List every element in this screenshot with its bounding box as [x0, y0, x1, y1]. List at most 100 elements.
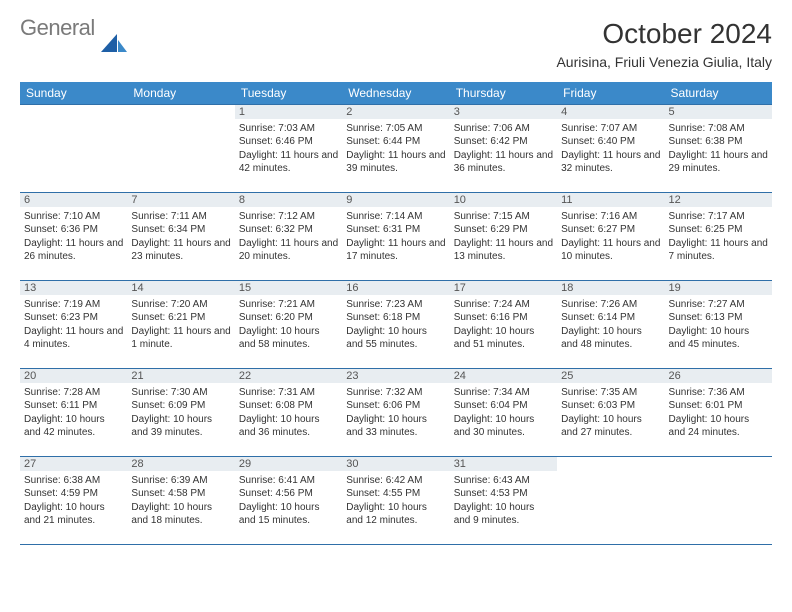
daylight-line: Daylight: 11 hours and 1 minute. [131, 325, 230, 352]
daylight-line: Daylight: 10 hours and 51 minutes. [454, 325, 553, 352]
day-number: 31 [450, 457, 557, 471]
daylight-line: Daylight: 11 hours and 42 minutes. [239, 149, 338, 176]
sunrise-line: Sunrise: 6:41 AM [239, 474, 338, 488]
sunrise-line: Sunrise: 7:36 AM [669, 386, 768, 400]
sunset-line: Sunset: 6:36 PM [24, 223, 123, 237]
daylight-line: Daylight: 11 hours and 26 minutes. [24, 237, 123, 264]
sunrise-line: Sunrise: 7:11 AM [131, 210, 230, 224]
sunset-line: Sunset: 6:14 PM [561, 311, 660, 325]
sunset-line: Sunset: 6:25 PM [669, 223, 768, 237]
sunrise-line: Sunrise: 7:35 AM [561, 386, 660, 400]
day-number: 22 [235, 369, 342, 383]
calendar-day-cell: 7Sunrise: 7:11 AMSunset: 6:34 PMDaylight… [127, 192, 234, 280]
day-info: Sunrise: 6:43 AMSunset: 4:53 PMDaylight:… [454, 474, 553, 528]
brand-logo: General Blue [20, 18, 127, 76]
sunrise-line: Sunrise: 6:43 AM [454, 474, 553, 488]
calendar-table: Sunday Monday Tuesday Wednesday Thursday… [20, 82, 772, 545]
day-number: 23 [342, 369, 449, 383]
day-info: Sunrise: 7:32 AMSunset: 6:06 PMDaylight:… [346, 386, 445, 440]
sunrise-line: Sunrise: 7:30 AM [131, 386, 230, 400]
day-info: Sunrise: 6:38 AMSunset: 4:59 PMDaylight:… [24, 474, 123, 528]
day-info: Sunrise: 7:24 AMSunset: 6:16 PMDaylight:… [454, 298, 553, 352]
sunrise-line: Sunrise: 7:06 AM [454, 122, 553, 136]
calendar-week-row: 13Sunrise: 7:19 AMSunset: 6:23 PMDayligh… [20, 280, 772, 368]
daylight-line: Daylight: 11 hours and 10 minutes. [561, 237, 660, 264]
month-title: October 2024 [556, 18, 772, 50]
calendar-day-cell: 1 Sunrise: 7:03 AMSunset: 6:46 PMDaylight… [235, 104, 342, 192]
calendar-week-row: 20Sunrise: 7:28 AMSunset: 6:11 PMDayligh… [20, 368, 772, 456]
daylight-line: Daylight: 10 hours and 9 minutes. [454, 501, 553, 528]
sunset-line: Sunset: 6:21 PM [131, 311, 230, 325]
day-info: Sunrise: 7:03 AMSunset: 6:46 PMDaylight:… [239, 122, 338, 176]
day-number: 18 [557, 281, 664, 295]
sunset-line: Sunset: 6:08 PM [239, 399, 338, 413]
daylight-line: Daylight: 11 hours and 7 minutes. [669, 237, 768, 264]
sunset-line: Sunset: 6:42 PM [454, 135, 553, 149]
calendar-day-cell [557, 456, 664, 544]
day-number: 11 [557, 193, 664, 207]
daylight-line: Daylight: 10 hours and 42 minutes. [24, 413, 123, 440]
sunrise-line: Sunrise: 7:28 AM [24, 386, 123, 400]
title-block: October 2024 Aurisina, Friuli Venezia Gi… [556, 18, 772, 70]
calendar-day-cell: 24 Sunrise: 7:34 AMSunset: 6:04 PMDayligh… [450, 368, 557, 456]
sunrise-line: Sunrise: 7:26 AM [561, 298, 660, 312]
sunset-line: Sunset: 6:20 PM [239, 311, 338, 325]
calendar-day-cell: 27 Sunrise: 6:38 AMSunset: 4:59 PMDayligh… [20, 456, 127, 544]
day-number: 2 [342, 105, 449, 119]
daylight-line: Daylight: 10 hours and 12 minutes. [346, 501, 445, 528]
sunrise-line: Sunrise: 7:12 AM [239, 210, 338, 224]
day-number: 5 [665, 105, 772, 119]
sunrise-line: Sunrise: 7:14 AM [346, 210, 445, 224]
day-info: Sunrise: 7:12 AMSunset: 6:32 PMDaylight:… [239, 210, 338, 264]
sunset-line: Sunset: 6:46 PM [239, 135, 338, 149]
daylight-line: Daylight: 10 hours and 55 minutes. [346, 325, 445, 352]
calendar-day-cell: 22Sunrise: 7:31 AMSunset: 6:08 PMDayligh… [235, 368, 342, 456]
weekday-header: Friday [557, 82, 664, 105]
calendar-day-cell: 13Sunrise: 7:19 AMSunset: 6:23 PMDayligh… [20, 280, 127, 368]
sunrise-line: Sunrise: 7:24 AM [454, 298, 553, 312]
sunrise-line: Sunrise: 7:03 AM [239, 122, 338, 136]
day-info: Sunrise: 7:21 AMSunset: 6:20 PMDaylight:… [239, 298, 338, 352]
day-info: Sunrise: 7:10 AMSunset: 6:36 PMDaylight:… [24, 210, 123, 264]
calendar-day-cell: 31 Sunrise: 6:43 AMSunset: 4:53 PMDayligh… [450, 456, 557, 544]
sunset-line: Sunset: 6:34 PM [131, 223, 230, 237]
day-number: 8 [235, 193, 342, 207]
calendar-week-row: 1Sunrise: 7:03 AMSunset: 6:46 PMDaylight… [20, 104, 772, 192]
day-number: 12 [665, 193, 772, 207]
daylight-line: Daylight: 11 hours and 20 minutes. [239, 237, 338, 264]
sunset-line: Sunset: 6:18 PM [346, 311, 445, 325]
day-info: Sunrise: 6:42 AMSunset: 4:55 PMDaylight:… [346, 474, 445, 528]
day-info: Sunrise: 7:07 AMSunset: 6:40 PMDaylight:… [561, 122, 660, 176]
day-number: 6 [20, 193, 127, 207]
calendar-week-row: 6 Sunrise: 7:10 AMSunset: 6:36 PMDaylight… [20, 192, 772, 280]
sunset-line: Sunset: 6:31 PM [346, 223, 445, 237]
sunrise-line: Sunrise: 7:20 AM [131, 298, 230, 312]
day-info: Sunrise: 6:39 AMSunset: 4:58 PMDaylight:… [131, 474, 230, 528]
day-info: Sunrise: 7:15 AMSunset: 6:29 PMDaylight:… [454, 210, 553, 264]
calendar-day-cell: 17Sunrise: 7:24 AMSunset: 6:16 PMDayligh… [450, 280, 557, 368]
day-number: 16 [342, 281, 449, 295]
sunset-line: Sunset: 6:06 PM [346, 399, 445, 413]
daylight-line: Daylight: 11 hours and 39 minutes. [346, 149, 445, 176]
day-info: Sunrise: 7:20 AMSunset: 6:21 PMDaylight:… [131, 298, 230, 352]
day-info: Sunrise: 7:35 AMSunset: 6:03 PMDaylight:… [561, 386, 660, 440]
sunrise-line: Sunrise: 7:08 AM [669, 122, 768, 136]
daylight-line: Daylight: 11 hours and 17 minutes. [346, 237, 445, 264]
sunset-line: Sunset: 6:23 PM [24, 311, 123, 325]
day-number: 28 [127, 457, 234, 471]
calendar-day-cell: 26Sunrise: 7:36 AMSunset: 6:01 PMDayligh… [665, 368, 772, 456]
sunrise-line: Sunrise: 7:32 AM [346, 386, 445, 400]
day-number: 4 [557, 105, 664, 119]
daylight-line: Daylight: 10 hours and 36 minutes. [239, 413, 338, 440]
daylight-line: Daylight: 11 hours and 4 minutes. [24, 325, 123, 352]
weekday-header-row: Sunday Monday Tuesday Wednesday Thursday… [20, 82, 772, 105]
brand-word-2: Blue [0, 56, 95, 76]
day-info: Sunrise: 7:34 AMSunset: 6:04 PMDaylight:… [454, 386, 553, 440]
brand-word-1: General [20, 18, 95, 38]
day-number: 27 [20, 457, 127, 471]
day-number: 1 [235, 105, 342, 119]
day-number: 24 [450, 369, 557, 383]
day-number: 19 [665, 281, 772, 295]
sunrise-line: Sunrise: 7:19 AM [24, 298, 123, 312]
sunset-line: Sunset: 4:58 PM [131, 487, 230, 501]
